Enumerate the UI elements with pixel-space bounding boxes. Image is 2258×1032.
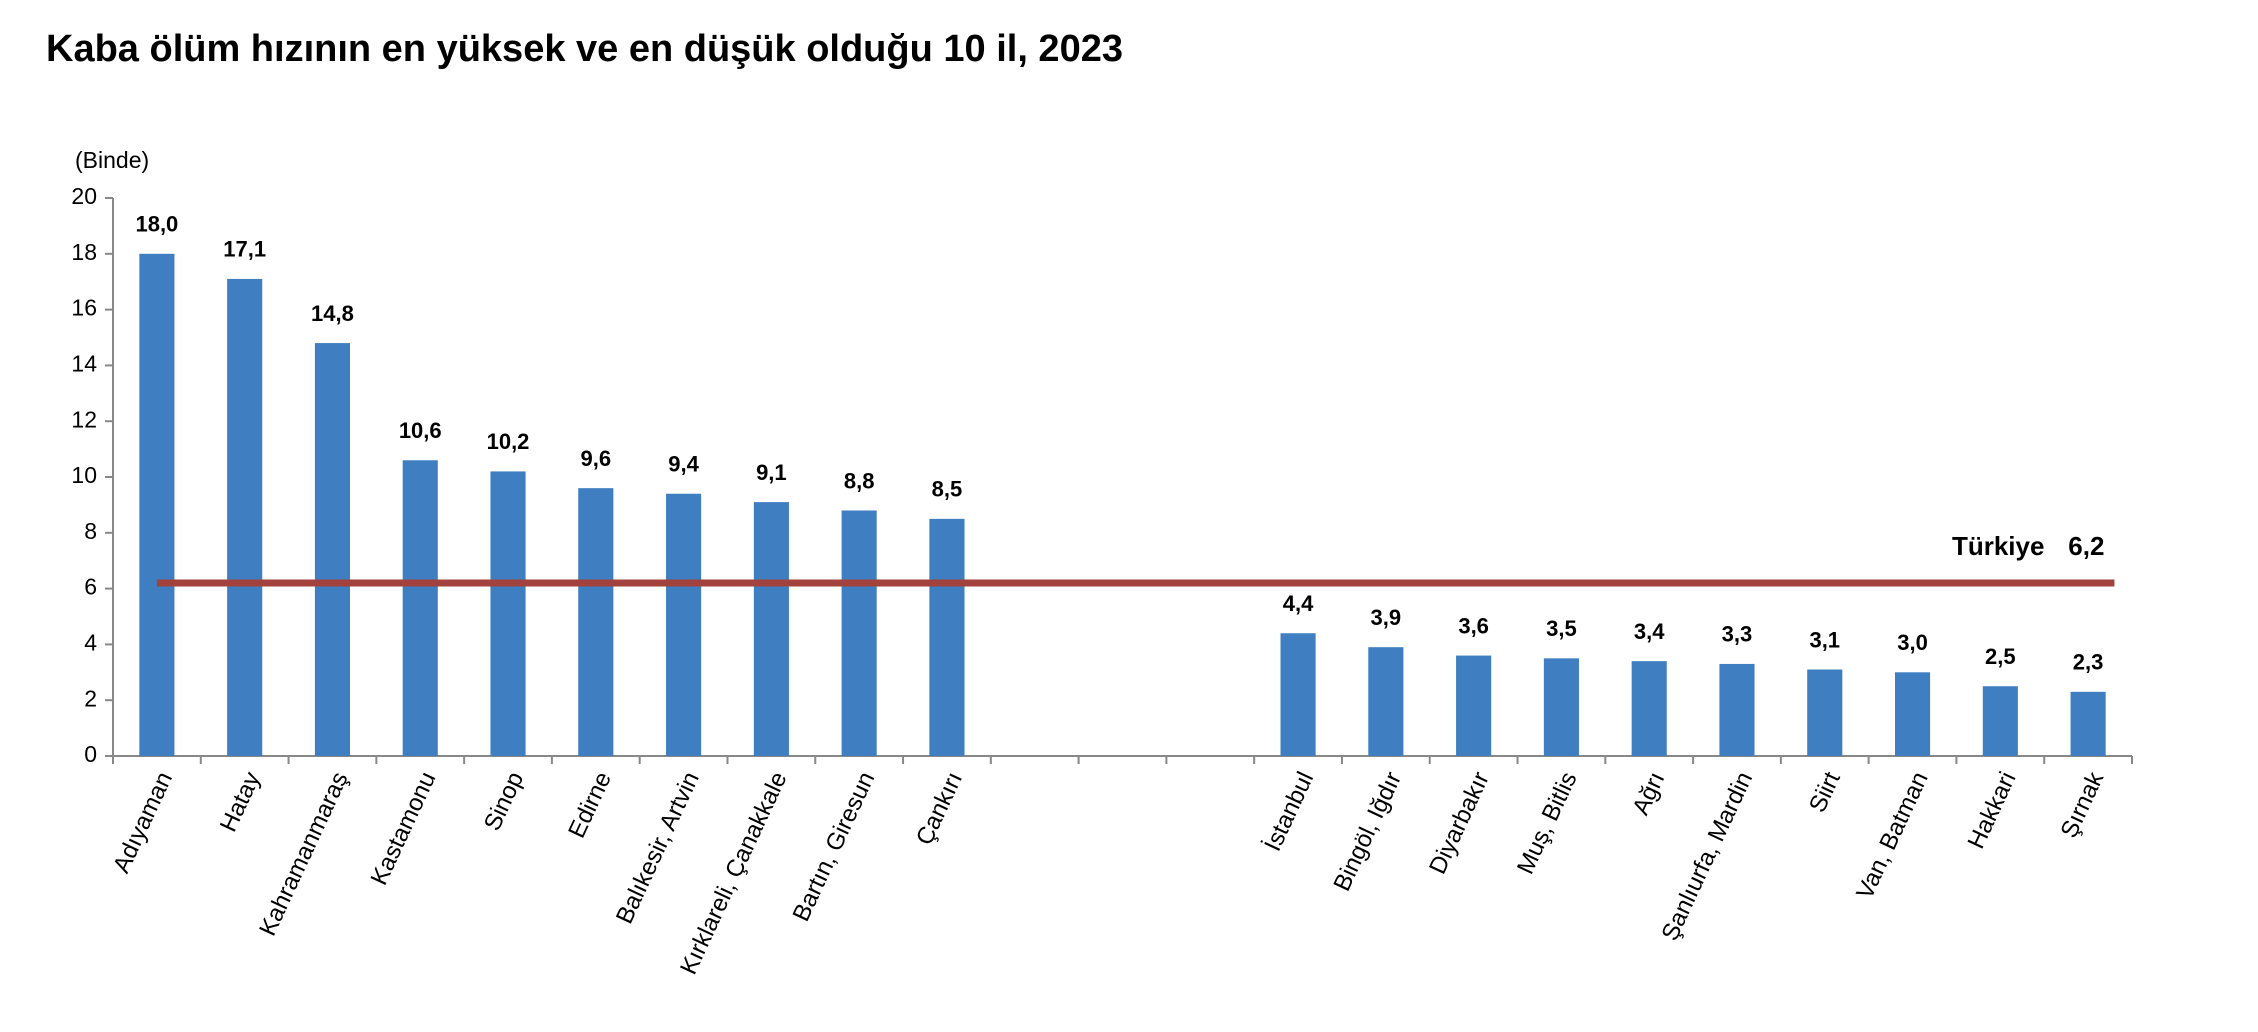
x-tick-label: Çankırı (911, 768, 968, 850)
x-tick-label: Adıyaman (108, 768, 178, 877)
value-label: 3,5 (1546, 616, 1577, 641)
value-label: 9,4 (668, 452, 699, 477)
bar (1631, 661, 1667, 756)
x-tick-label: Van, Batman (1851, 768, 1933, 904)
x-tick-label: İstanbul (1259, 768, 1319, 856)
value-label: 18,0 (135, 212, 178, 237)
value-label: 3,9 (1371, 605, 1402, 630)
y-tick-label: 10 (71, 462, 97, 488)
reference-value-label: 6,2 (2068, 531, 2104, 561)
bar (402, 460, 438, 756)
x-tick-label: Kahramanmaraş (254, 768, 353, 940)
value-label: 9,6 (581, 446, 612, 471)
value-label: 2,3 (2073, 650, 2104, 675)
x-tick-label: Diyarbakır (1424, 768, 1495, 879)
y-tick-label: 18 (71, 239, 97, 265)
value-label: 3,0 (1897, 630, 1928, 655)
value-label: 3,6 (1458, 613, 1489, 638)
bar (578, 488, 614, 756)
x-tick-label: Siirt (1804, 768, 1846, 817)
value-label: 14,8 (311, 301, 354, 326)
bar (490, 471, 526, 756)
value-label: 17,1 (223, 237, 266, 262)
y-tick-label: 8 (84, 518, 97, 544)
y-tick-label: 14 (71, 350, 97, 376)
bar (753, 502, 789, 756)
value-label: 4,4 (1283, 591, 1314, 616)
value-label: 9,1 (756, 460, 787, 485)
x-tick-label: Şırnak (2056, 767, 2110, 842)
bar (841, 510, 877, 756)
x-tick-label: Ağrı (1627, 768, 1670, 819)
y-axis-label: (Binde) (75, 147, 149, 173)
x-tick-label: Muş, Bitlis (1512, 768, 1583, 879)
bar (1719, 663, 1755, 756)
value-label: 8,8 (844, 468, 875, 493)
x-tick-label: Bingöl, Iğdır (1328, 768, 1407, 895)
y-tick-label: 6 (84, 574, 97, 600)
value-label: 10,2 (487, 429, 530, 454)
y-tick-label: 20 (71, 183, 97, 209)
bar (1807, 669, 1843, 756)
value-label: 3,1 (1809, 627, 1840, 652)
y-tick-label: 0 (84, 741, 97, 767)
x-tick-label: Bartın, Giresun (788, 768, 881, 926)
y-tick-label: 4 (84, 629, 97, 655)
bar (1280, 633, 1316, 756)
bar (666, 493, 702, 756)
x-tick-label: Kastamonu (366, 768, 442, 889)
bar (314, 343, 351, 756)
x-tick-label: Hakkari (1963, 768, 2022, 853)
x-tick-label: Hatay (215, 768, 266, 836)
value-label: 2,5 (1985, 644, 2016, 669)
x-tick-label: Edirne (563, 768, 617, 842)
chart-title: Kaba ölüm hızının en yüksek ve en düşük … (46, 28, 1123, 70)
x-tick-label: Balıkesir, Artvin (611, 768, 705, 928)
bar (2070, 691, 2106, 756)
y-tick-label: 2 (84, 685, 97, 711)
reference-label: Türkiye (1952, 531, 2045, 561)
x-tick-label: Şanlıurfa, Mardin (1656, 768, 1758, 945)
bar (1368, 647, 1404, 756)
bar (1543, 658, 1579, 756)
y-tick-label: 12 (71, 406, 97, 432)
bar (1894, 672, 1931, 756)
bar (227, 278, 263, 756)
bar (929, 518, 965, 756)
bar (139, 253, 175, 757)
y-tick-label: 16 (71, 295, 97, 321)
bar (1456, 655, 1492, 756)
value-label: 8,5 (932, 477, 963, 502)
value-label: 3,4 (1634, 619, 1665, 644)
x-tick-label: Sinop (479, 768, 529, 835)
bar (1982, 686, 2018, 756)
value-label: 10,6 (399, 418, 442, 443)
value-label: 3,3 (1722, 622, 1753, 647)
